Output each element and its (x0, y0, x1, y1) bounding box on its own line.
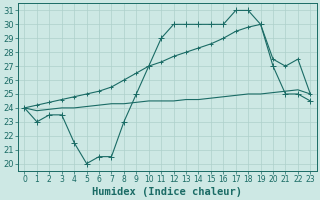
X-axis label: Humidex (Indice chaleur): Humidex (Indice chaleur) (92, 186, 242, 197)
